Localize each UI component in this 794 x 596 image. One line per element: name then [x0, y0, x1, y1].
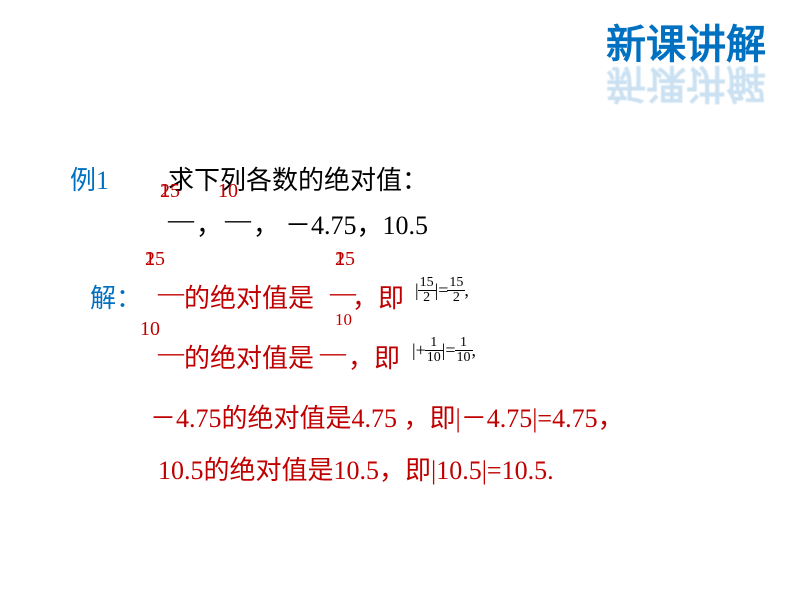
line2-mid: 的绝对值是	[184, 338, 314, 375]
slide-content: 例1 求下列各数的绝对值： 15 2 10 1 — ， — ， －4.75，10…	[0, 0, 794, 596]
line2-dash1: —	[158, 338, 184, 368]
line1-ov-den: 10	[335, 310, 352, 330]
line1-dash1: —	[158, 278, 184, 308]
eq2-pre: |+	[412, 340, 426, 361]
line2-equation: |+ 1 10 |= 1 10 ,	[412, 336, 476, 365]
row2-rest: －4.75，10.5	[285, 205, 428, 242]
line1-mid: 的绝对值是	[184, 278, 314, 315]
line3: －4.75的绝对值是4.75 ，即|－4.75|=4.75，	[150, 398, 624, 435]
line1-after: ，即	[352, 278, 404, 315]
line1-ov-a2: 2	[145, 248, 155, 271]
line4: 10.5的绝对值是10.5，即|10.5|=10.5.	[158, 450, 554, 487]
line2-ov-a: 10	[140, 318, 160, 341]
row2-overlap-a2: 2	[160, 180, 170, 203]
row2-overlap-b2: 1	[218, 180, 228, 203]
example-label: 例1	[70, 160, 109, 197]
eq2-frac2: 1 10	[456, 336, 472, 365]
eq1-mid: |=	[435, 280, 449, 301]
eq2-mid: |=	[442, 340, 456, 361]
line2-dash2: —	[320, 338, 346, 368]
row2-comma2: ，	[253, 205, 279, 242]
solution-label: 解：	[90, 278, 142, 315]
line2-after: ，即	[348, 338, 400, 375]
row2-comma1: ，	[196, 205, 222, 242]
eq1-frac1: 15 2	[419, 276, 435, 305]
row2-dash1: —	[168, 205, 194, 235]
eq2-frac1: 1 10	[426, 336, 442, 365]
row2-dash2: —	[225, 205, 251, 235]
eq1-end: ,	[464, 280, 469, 301]
eq2-end: ,	[472, 340, 477, 361]
line1-ov-b2: 2	[335, 248, 345, 271]
eq1-frac2: 15 2	[448, 276, 464, 305]
example-prompt: 求下列各数的绝对值：	[168, 160, 428, 197]
line1-equation: | 15 2 |= 15 2 ,	[415, 276, 469, 305]
